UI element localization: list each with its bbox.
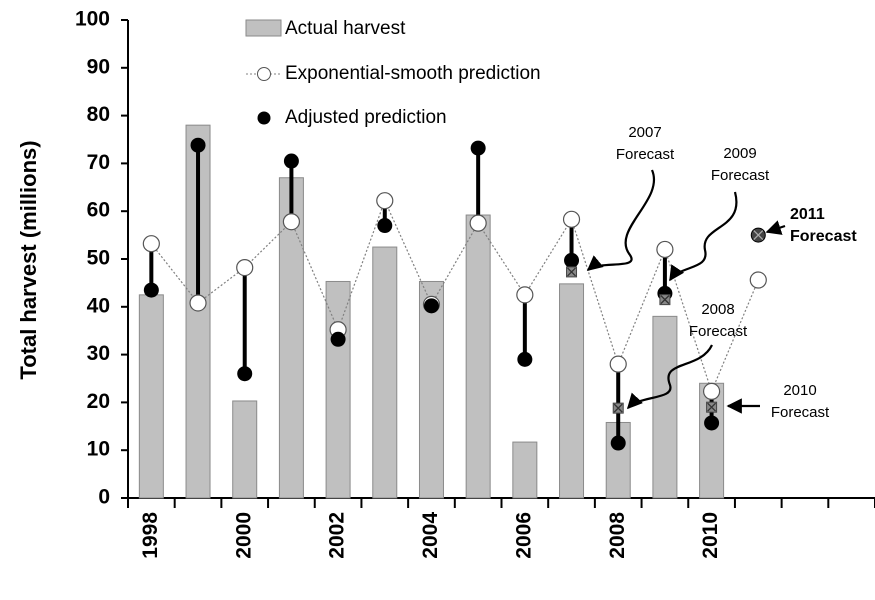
y-tick-label: 40 — [87, 294, 110, 317]
annotation: 2009 Forecast — [711, 145, 770, 184]
line-layer — [150, 199, 759, 394]
y-tick-label: 80 — [87, 103, 110, 126]
point — [377, 218, 393, 234]
bar — [372, 246, 398, 499]
point — [610, 435, 626, 451]
y-tick-label: 90 — [87, 55, 110, 78]
bar — [512, 441, 538, 499]
point — [330, 331, 346, 347]
forecast-marker — [706, 401, 718, 413]
point — [282, 213, 301, 231]
point — [517, 351, 533, 367]
legend-label: Exponential-smooth prediction — [285, 63, 541, 84]
dots — [142, 137, 767, 451]
point — [423, 298, 439, 314]
bar — [138, 294, 164, 499]
legend: Actual harvest Exponential-smooth predict… — [245, 18, 541, 128]
annotation: 2010 Forecast — [771, 382, 830, 421]
bar — [418, 280, 444, 499]
point — [656, 240, 674, 259]
point — [609, 355, 627, 373]
stems — [149, 145, 714, 444]
forecast-x — [567, 267, 576, 277]
line — [150, 199, 759, 394]
annotation: 2007 Forecast — [616, 124, 675, 163]
point — [143, 282, 159, 298]
point — [564, 252, 580, 268]
forecast-x — [660, 295, 670, 305]
forecast-x — [707, 402, 717, 412]
point — [142, 235, 160, 253]
annotation-arrow — [586, 169, 656, 271]
bars — [138, 124, 725, 499]
point — [237, 366, 253, 382]
bar — [325, 280, 351, 499]
x-tick-label: 2004 — [419, 512, 442, 559]
y-axis-label: Total harvest (millions) — [16, 140, 41, 379]
annotation-arrow — [626, 344, 713, 410]
legend-swatch — [257, 111, 271, 125]
legend-label: Actual harvest — [285, 18, 406, 39]
annotation: 2008 Forecast — [689, 301, 748, 340]
bar — [232, 400, 258, 499]
point — [702, 382, 721, 401]
legend-swatch — [245, 19, 282, 37]
x-tick-label: 2006 — [512, 512, 535, 559]
x-tick-label: 2008 — [606, 512, 629, 559]
legend-label: Adjusted prediction — [285, 107, 447, 128]
y-tick-label: 50 — [87, 247, 110, 270]
point — [376, 192, 394, 210]
annotation-arrow — [669, 191, 738, 282]
point — [190, 137, 206, 153]
bar — [559, 283, 585, 499]
point — [516, 286, 534, 304]
x-tick-label: 2000 — [232, 512, 255, 559]
y-tick-label: 10 — [87, 438, 110, 461]
annotation-arrow — [765, 220, 786, 235]
forecast-marker — [750, 227, 766, 243]
point — [470, 140, 486, 156]
point — [469, 214, 487, 232]
y-tick-label: 30 — [87, 342, 110, 365]
x-tick-label: 1998 — [139, 512, 162, 559]
point — [749, 271, 767, 289]
y-tick-label: 0 — [98, 486, 110, 509]
point — [236, 259, 254, 277]
forecast-x — [613, 403, 623, 413]
x-tick-label: 2010 — [699, 512, 722, 559]
point — [189, 294, 207, 312]
bar — [465, 214, 491, 499]
forecast-marker — [566, 266, 578, 278]
y-tick-label: 60 — [87, 199, 110, 222]
x-tick-label: 2002 — [326, 512, 349, 559]
y-tick-label: 20 — [87, 390, 110, 413]
forecast-marker — [659, 294, 671, 306]
legend-swatch — [257, 67, 271, 81]
forecast-marker — [612, 402, 624, 414]
forecast-x — [753, 230, 764, 241]
point — [704, 415, 720, 431]
point — [283, 153, 299, 169]
point — [562, 210, 581, 228]
y-tick-label: 70 — [87, 151, 110, 174]
y-tick-label: 100 — [75, 8, 110, 31]
bar — [652, 315, 678, 499]
annotation: 2011 Forecast — [790, 206, 857, 245]
